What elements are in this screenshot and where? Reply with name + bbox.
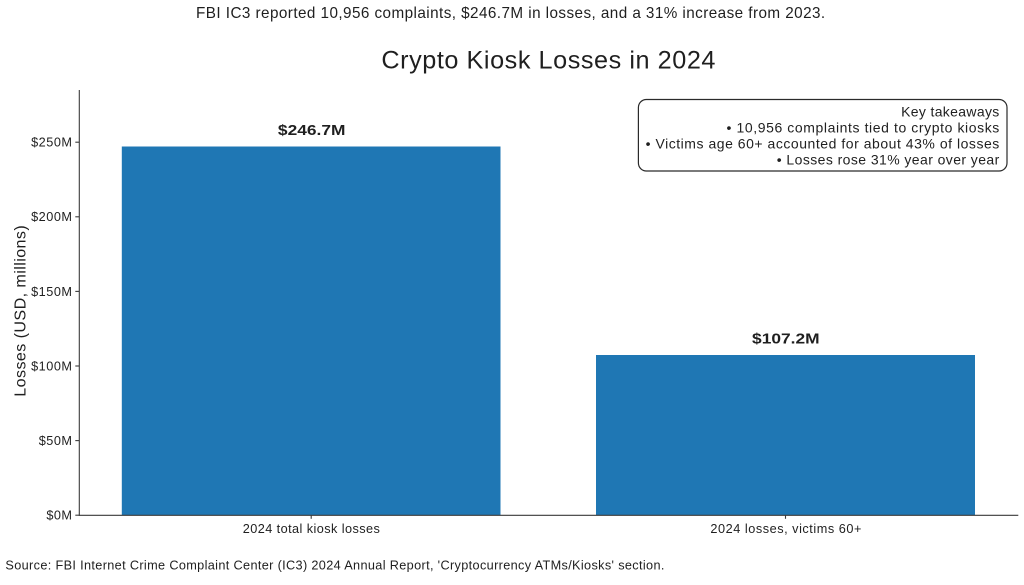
svg-text:$150M: $150M [31,284,72,299]
svg-text:Source: FBI Internet Crime Com: Source: FBI Internet Crime Complaint Cen… [5,557,664,572]
svg-text:$250M: $250M [31,135,72,150]
svg-text:• Losses rose 31% year over ye: • Losses rose 31% year over year [777,151,1000,167]
svg-text:2024 losses, victims 60+: 2024 losses, victims 60+ [710,521,861,536]
svg-text:$200M: $200M [31,209,72,224]
svg-text:$100M: $100M [31,358,72,373]
svg-text:$107.2M: $107.2M [752,332,820,348]
svg-text:$50M: $50M [39,433,72,448]
svg-text:Losses (USD, millions): Losses (USD, millions) [11,225,29,397]
svg-text:• 10,956 complaints tied to cr: • 10,956 complaints tied to crypto kiosk… [727,120,1000,136]
svg-text:Key takeaways: Key takeaways [901,104,999,120]
svg-text:$0M: $0M [46,508,72,523]
svg-text:2024 total kiosk losses: 2024 total kiosk losses [243,521,380,536]
svg-text:Crypto Kiosk Losses in 2024: Crypto Kiosk Losses in 2024 [381,46,715,74]
svg-text:FBI IC3 reported 10,956 compla: FBI IC3 reported 10,956 complaints, $246… [196,5,825,22]
svg-text:• Victims age 60+ accounted fo: • Victims age 60+ accounted for about 43… [646,136,1000,152]
svg-text:$246.7M: $246.7M [278,123,346,139]
